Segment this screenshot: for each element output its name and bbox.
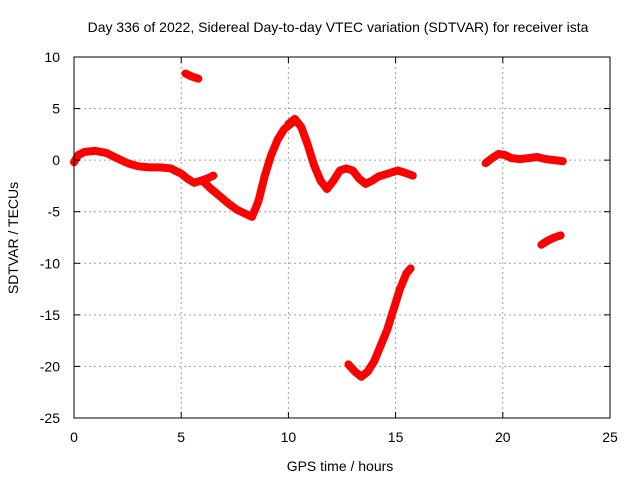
y-tick-label: 10 (44, 49, 60, 65)
x-tick-label: 25 (602, 429, 618, 445)
y-axis-title: SDTVAR / TECUs (5, 182, 21, 294)
x-tick-label: 10 (281, 429, 297, 445)
y-tick-label: 0 (52, 152, 60, 168)
series-arc-3 (198, 116, 299, 221)
series-layer (70, 69, 567, 381)
y-tick-label: -10 (40, 255, 60, 271)
series-arc-2 (181, 69, 203, 83)
grid (74, 57, 610, 418)
series-arc-1 (70, 146, 218, 187)
series-arc-4 (284, 114, 417, 193)
ticks: 0 5 10 15 20 25 -25 -20 -15 -10 -5 0 5 10 (40, 49, 618, 445)
series-arc-5 (344, 264, 415, 381)
x-tick-label: 15 (388, 429, 404, 445)
y-tick-label: -15 (40, 307, 60, 323)
y-tick-label: -25 (40, 410, 60, 426)
series-arc-7 (537, 231, 565, 249)
x-axis-title: GPS time / hours (287, 458, 394, 474)
x-tick-label: 0 (70, 429, 78, 445)
x-tick-label: 5 (177, 429, 185, 445)
plot-frame (73, 56, 611, 419)
chart-title: Day 336 of 2022, Sidereal Day-to-day VTE… (88, 19, 589, 35)
y-tick-label: 5 (52, 101, 60, 117)
x-tick-label: 20 (495, 429, 511, 445)
y-tick-label: -5 (48, 204, 61, 220)
series-arc-6 (481, 150, 567, 168)
y-tick-label: -20 (40, 358, 60, 374)
